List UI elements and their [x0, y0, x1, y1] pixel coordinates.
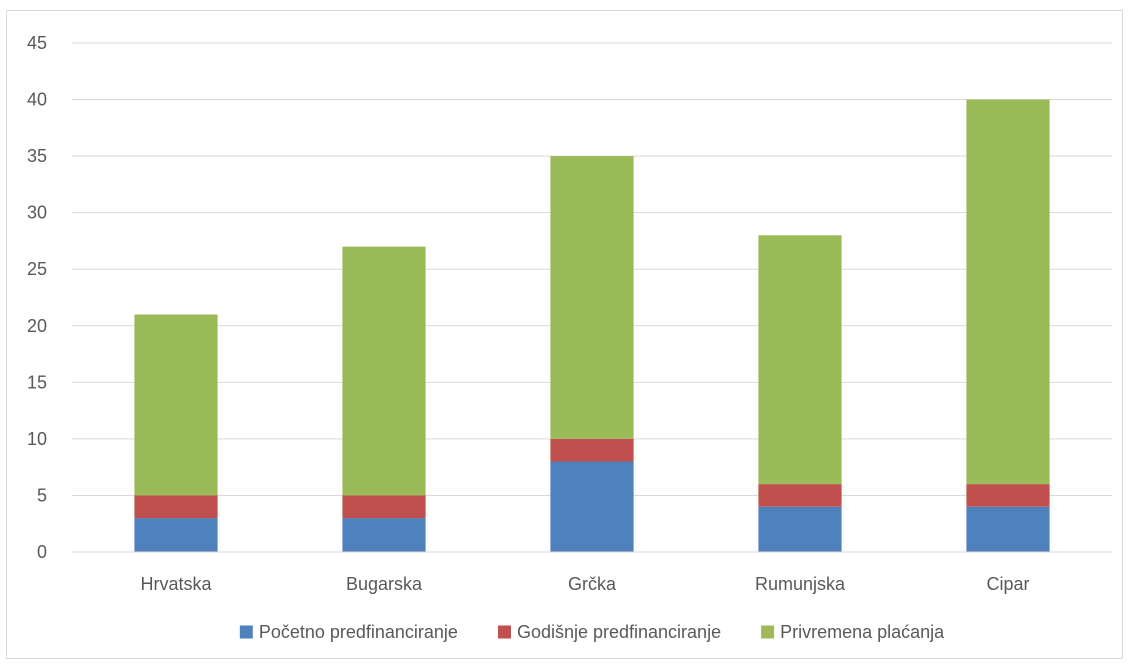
- y-tick-label: 25: [27, 259, 47, 279]
- bar-segment: [342, 518, 426, 552]
- y-tick-label: 10: [27, 429, 47, 449]
- bar-segment: [342, 495, 426, 519]
- bar-segment: [342, 246, 426, 496]
- y-tick-label: 5: [37, 485, 47, 505]
- x-tick-label: Bugarska: [346, 574, 423, 594]
- legend-label: Godišnje predfinanciranje: [517, 622, 721, 642]
- legend-item: Godišnje predfinanciranje: [497, 622, 721, 642]
- y-tick-label: 15: [27, 372, 47, 392]
- bar-segment: [758, 235, 842, 485]
- x-tick-label: Hrvatska: [140, 574, 212, 594]
- bar-segment: [550, 156, 634, 439]
- legend-swatch: [239, 625, 253, 639]
- legend-swatch: [761, 625, 775, 639]
- legend: Početno predfinanciranje Godišnje predfin…: [239, 622, 945, 642]
- y-tick-label: 35: [27, 146, 47, 166]
- legend-item: Početno predfinanciranje: [239, 622, 458, 642]
- legend-item: Privremena plaćanja: [761, 622, 945, 642]
- x-tick-label: Rumunjska: [755, 574, 846, 594]
- bar-segment: [758, 506, 842, 552]
- bars: [134, 99, 1050, 552]
- y-tick-label: 40: [27, 90, 47, 110]
- x-axis-ticks: Hrvatska Bugarska Grčka Rumunjska Cipar: [140, 574, 1029, 594]
- y-axis-ticks: 0 5 10 15 20 25 30 35 40 45: [27, 33, 47, 562]
- bar-segment: [134, 518, 218, 552]
- bar-segment: [966, 484, 1050, 507]
- bar-segment: [550, 461, 634, 552]
- legend-label: Početno predfinanciranje: [259, 622, 458, 642]
- x-tick-label: Cipar: [986, 574, 1029, 594]
- legend-swatch: [497, 625, 511, 639]
- y-tick-label: 30: [27, 203, 47, 223]
- bar-segment: [134, 495, 218, 519]
- bar-segment: [758, 484, 842, 507]
- x-tick-label: Grčka: [568, 574, 617, 594]
- bar-segment: [550, 438, 634, 462]
- bar-segment: [966, 99, 1050, 485]
- bar-segment: [134, 314, 218, 496]
- bar-segment: [966, 506, 1050, 552]
- y-tick-label: 20: [27, 316, 47, 336]
- y-tick-label: 0: [37, 542, 47, 562]
- y-tick-label: 45: [27, 33, 47, 53]
- legend-label: Privremena plaćanja: [780, 622, 945, 642]
